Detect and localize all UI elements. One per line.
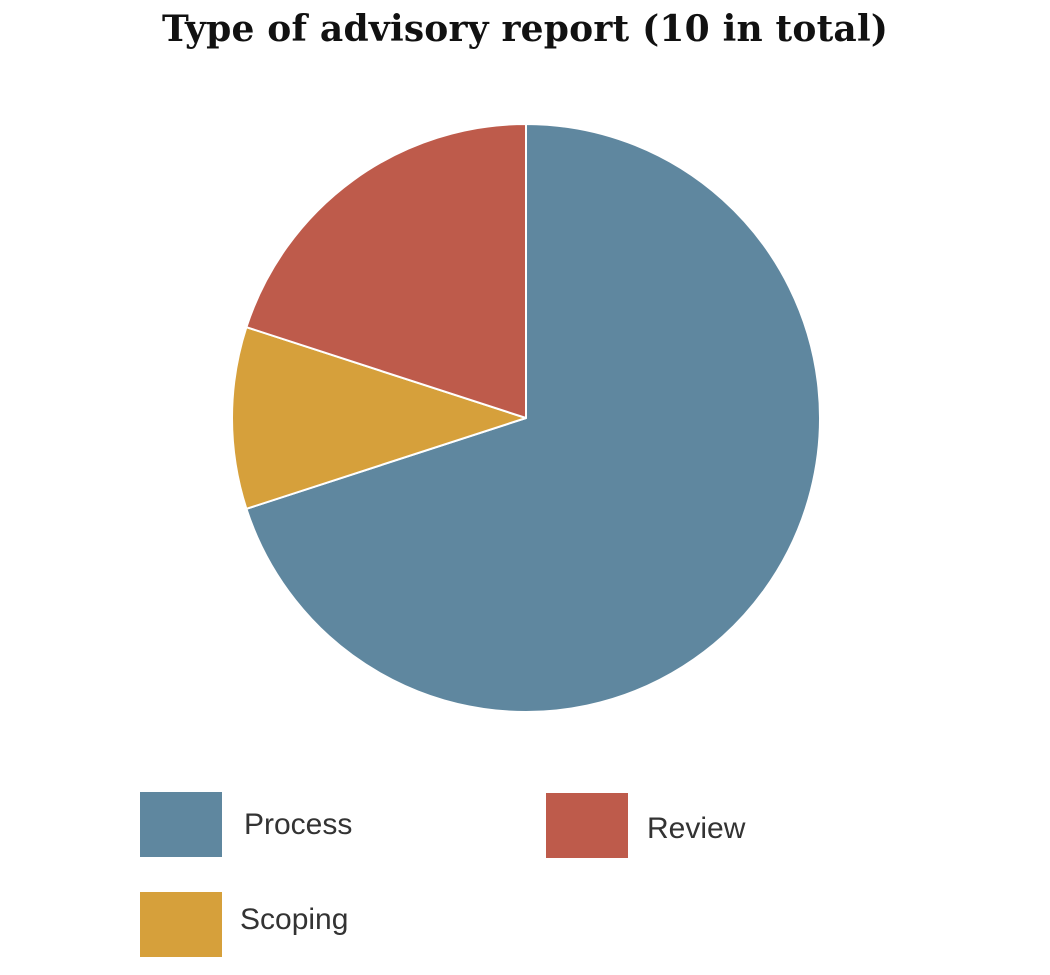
legend-label-scoping: Scoping xyxy=(240,903,349,936)
legend-swatch-scoping xyxy=(140,892,222,957)
legend-label-process: Process xyxy=(244,808,353,841)
pie-slice-scoping xyxy=(231,326,527,510)
chart-title: Type of advisory report (10 in total) xyxy=(161,8,889,50)
pie-slice-process xyxy=(245,123,821,713)
legend-label-review: Review xyxy=(647,812,746,845)
pie-slice-review xyxy=(245,123,527,419)
legend-swatch-process xyxy=(140,792,222,857)
pie-chart xyxy=(231,123,821,713)
legend-swatch-review xyxy=(546,793,628,858)
